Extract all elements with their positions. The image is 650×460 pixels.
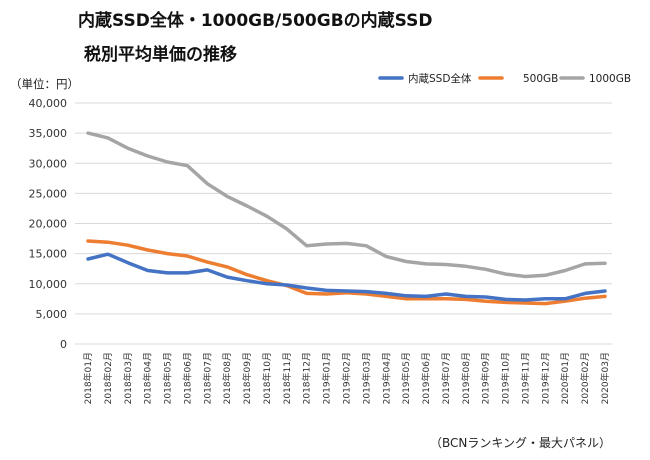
x-tick-label: 2018年10月	[261, 352, 273, 404]
x-tick-label: 2018年02月	[102, 352, 114, 404]
x-tick-label: 2019年08月	[460, 352, 472, 404]
legend-label: 内蔵SSD全体	[408, 72, 472, 85]
y-tick-label: 40,000	[29, 97, 68, 110]
x-tick-label: 2018年03月	[122, 352, 134, 404]
x-tick-label: 2018年08月	[221, 352, 233, 404]
x-tick-label: 2019年09月	[480, 352, 492, 404]
series-line-内蔵SSD全体	[86, 252, 607, 302]
series-line-500GB	[86, 239, 607, 306]
y-tick-label: 20,000	[29, 218, 68, 231]
x-tick-label: 2019年12月	[539, 352, 551, 404]
x-tick-label: 2019年04月	[380, 352, 392, 404]
x-tick-label: 2019年07月	[440, 352, 452, 404]
source-note: （BCNランキング・最大パネル）	[430, 436, 612, 450]
grid-lines	[75, 102, 612, 345]
legend: 内蔵SSD全体 500GB 1000GB	[378, 72, 631, 85]
y-tick-label: 25,000	[29, 187, 68, 200]
x-tick-label: 2018年09月	[241, 352, 253, 404]
x-tick-label: 2018年11月	[281, 352, 293, 404]
x-tick-label: 2018年01月	[82, 352, 94, 404]
y-tick-label: 35,000	[29, 127, 68, 140]
x-tick-label: 2019年06月	[420, 352, 432, 404]
x-tick-label: 2020年02月	[579, 352, 591, 404]
legend-label: 500GB	[523, 73, 558, 85]
y-tick-label: 15,000	[29, 248, 68, 261]
y-axis-tick-labels: 0 5,000 10,000 15,000 20,000 25,000 30,000 35,0…	[29, 97, 68, 351]
x-tick-label: 2018年04月	[142, 352, 154, 404]
y-tick-label: 5,000	[36, 308, 68, 321]
legend-label: 1000GB	[589, 73, 631, 85]
x-tick-label: 2018年06月	[181, 352, 193, 404]
chart-title-line-1: 内蔵SSD全体・1000GB/500GBの内蔵SSD	[78, 11, 433, 31]
x-tick-label: 2020年03月	[599, 352, 611, 404]
y-tick-label: 0	[60, 338, 67, 351]
series-line-1000GB	[86, 131, 607, 279]
x-tick-label: 2019年02月	[341, 352, 353, 404]
x-tick-label: 2019年11月	[519, 352, 531, 404]
x-tick-label: 2019年05月	[400, 352, 412, 404]
x-tick-label: 2019年01月	[321, 352, 333, 404]
x-tick-label: 2020年01月	[559, 352, 571, 404]
x-axis-tick-labels: 2018年01月 2018年02月 2018年03月 2018年04月 2018年05月…	[82, 352, 611, 404]
x-tick-label: 2019年10月	[500, 352, 512, 404]
x-tick-label: 2019年03月	[360, 352, 372, 404]
unit-label: （単位：円）	[10, 77, 79, 91]
x-tick-label: 2018年12月	[301, 352, 313, 404]
x-tick-label: 2018年07月	[201, 352, 213, 404]
x-tick-label: 2018年05月	[162, 352, 174, 404]
y-tick-label: 10,000	[29, 278, 68, 291]
chart-title-line-2: 税別平均単価の推移	[84, 45, 237, 65]
series-lines	[86, 131, 607, 306]
y-tick-label: 30,000	[29, 157, 68, 170]
